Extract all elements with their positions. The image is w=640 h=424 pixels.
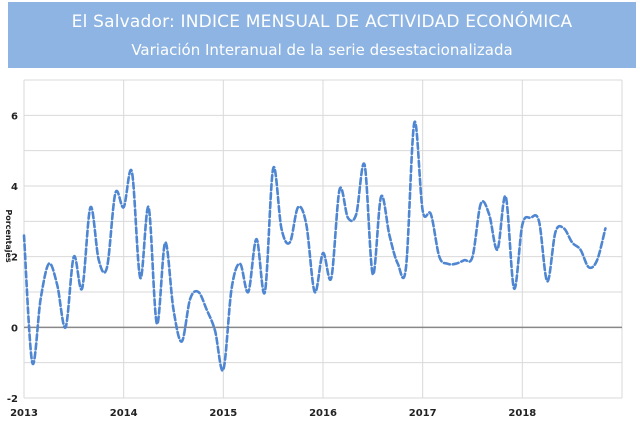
x-tick-label: 2018: [508, 408, 536, 419]
y-axis-ticks: -2 0 2 4 6: [7, 111, 18, 405]
y-tick-label: 2: [11, 253, 18, 264]
y-tick-label: 6: [11, 111, 18, 122]
chart-title: El Salvador: INDICE MENSUAL DE ACTIVIDAD…: [71, 12, 573, 32]
chart-subtitle: Variación Interanual de la serie desesta…: [131, 41, 513, 59]
x-tick-label: 2013: [10, 408, 38, 419]
x-tick-label: 2015: [209, 408, 237, 419]
x-tick-label: 2014: [110, 408, 138, 419]
x-axis-ticks: 2013 2014 2015 2016 2017 2018: [10, 408, 536, 419]
y-tick-label: 4: [11, 182, 18, 193]
y-tick-label: -2: [7, 394, 18, 405]
series-line: [22, 120, 607, 372]
chart-header: El Salvador: INDICE MENSUAL DE ACTIVIDAD…: [8, 2, 636, 68]
y-tick-label: 0: [11, 323, 18, 334]
y-axis-label: Porcentajes: [4, 209, 13, 263]
x-tick-label: 2017: [409, 408, 437, 419]
grid-lines: [23, 79, 623, 399]
x-tick-label: 2016: [309, 408, 337, 419]
